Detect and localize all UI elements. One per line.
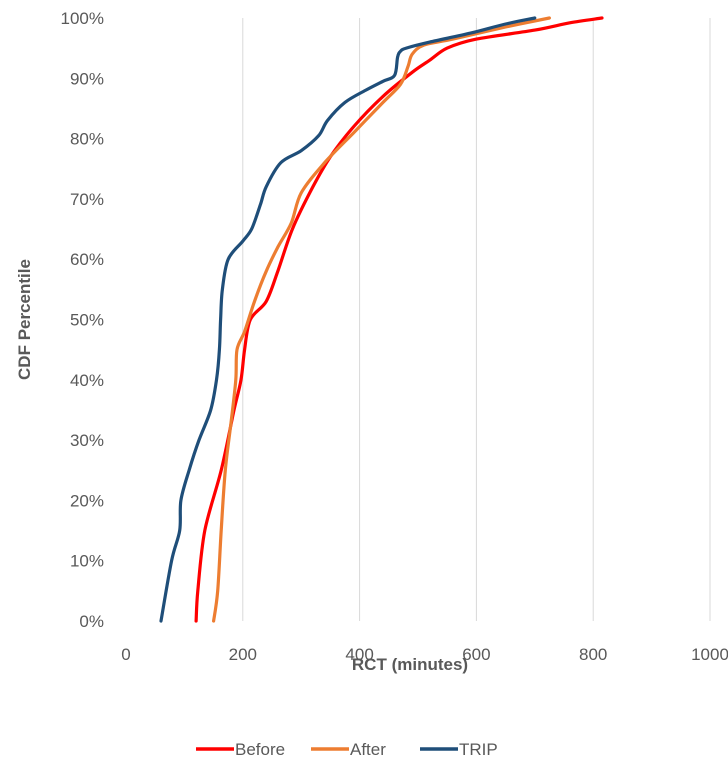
y-tick-label: 10%: [70, 552, 104, 571]
y-axis-tick-labels: 0% 10% 20% 30% 40% 50% 60% 70% 80% 90% 100%: [61, 9, 104, 631]
y-tick-label: 50%: [70, 311, 104, 330]
series-line-trip: [159, 16, 537, 623]
series-line-after: [212, 16, 551, 623]
y-tick-label: 100%: [61, 9, 104, 28]
y-tick-label: 0%: [79, 612, 104, 631]
series-lines: [159, 16, 604, 623]
legend-label: Before: [235, 740, 285, 759]
series-line-before: [194, 16, 604, 623]
legend-item-before: Before: [196, 740, 285, 759]
legend-label: TRIP: [459, 740, 498, 759]
legend-item-trip: TRIP: [420, 740, 498, 759]
legend-label: After: [350, 740, 386, 759]
y-tick-label: 60%: [70, 250, 104, 269]
y-tick-label: 30%: [70, 431, 104, 450]
legend: Before After TRIP: [196, 740, 498, 759]
y-axis-title: CDF Percentile: [15, 259, 34, 380]
y-tick-label: 70%: [70, 190, 104, 209]
legend-item-after: After: [311, 740, 386, 759]
x-axis-title: RCT (minutes): [352, 655, 468, 674]
x-axis-tick-labels: 0 200 400 600 800 1000: [121, 645, 728, 664]
x-tick-label: 800: [579, 645, 607, 664]
vertical-gridlines: [242, 18, 711, 621]
y-tick-label: 20%: [70, 491, 104, 510]
x-tick-label: 600: [462, 645, 490, 664]
x-tick-label: 1000: [691, 645, 728, 664]
x-tick-label: 0: [121, 645, 130, 664]
x-tick-label: 400: [345, 645, 373, 664]
y-tick-label: 40%: [70, 371, 104, 390]
x-tick-label: 200: [229, 645, 257, 664]
y-tick-label: 90%: [70, 69, 104, 88]
y-tick-label: 80%: [70, 130, 104, 149]
